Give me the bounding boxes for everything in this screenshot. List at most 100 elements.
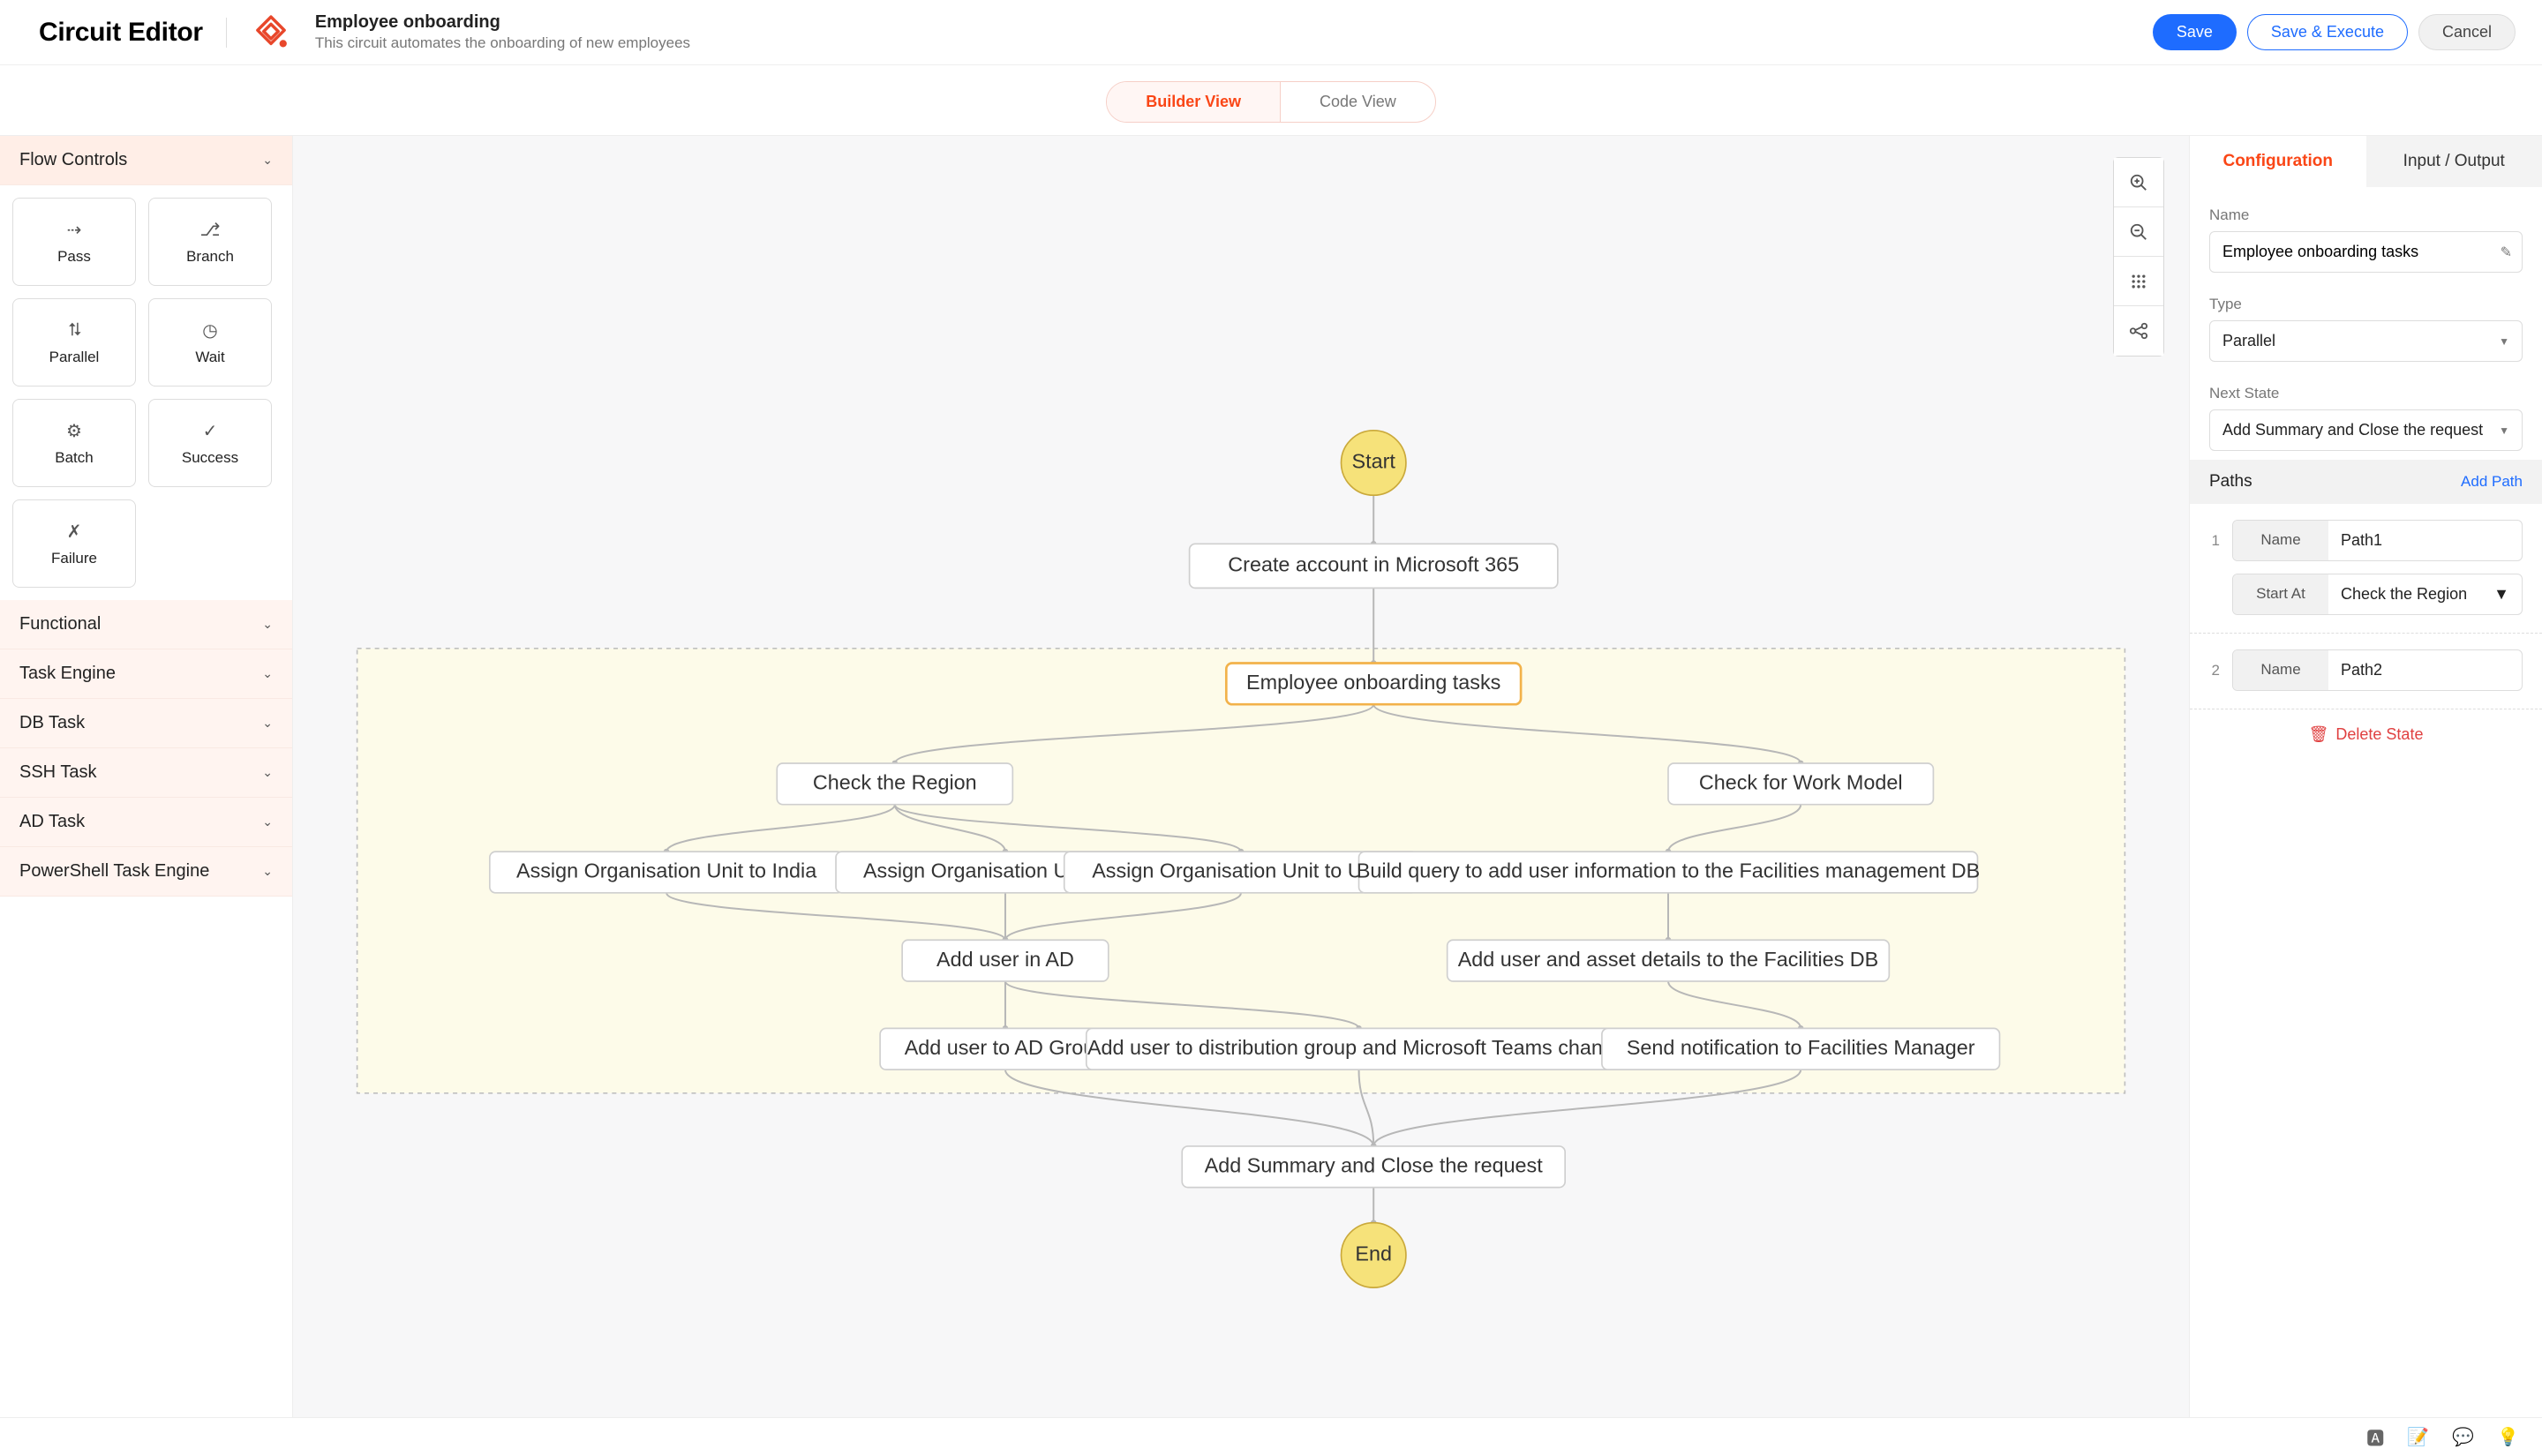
palette-label: Failure xyxy=(51,550,97,567)
palette-label: Parallel xyxy=(49,349,100,366)
svg-text:End: End xyxy=(1355,1242,1392,1265)
accordion-ad-task[interactable]: AD Task ⌄ xyxy=(0,798,292,847)
palette-branch[interactable]: ⎇ Branch xyxy=(148,198,272,286)
name-input[interactable] xyxy=(2209,231,2523,273)
chevron-down-icon: ▼ xyxy=(2499,335,2509,348)
svg-text:Assign Organisation Unit to US: Assign Organisation Unit to USA xyxy=(1092,859,1390,882)
palette-wait[interactable]: ◷ Wait xyxy=(148,298,272,387)
path-block: 2NamePath2 xyxy=(2190,634,2542,709)
delete-state-link[interactable]: 🗑 Delete State xyxy=(2309,725,2424,744)
circuit-name: Employee onboarding xyxy=(315,12,2128,33)
accordion-functional[interactable]: Functional ⌄ xyxy=(0,600,292,649)
cancel-button[interactable]: Cancel xyxy=(2418,14,2516,50)
svg-text:Create account in Microsoft 36: Create account in Microsoft 365 xyxy=(1228,553,1519,576)
app-title: Circuit Editor xyxy=(39,18,227,48)
svg-text:Assign Organisation Unit to In: Assign Organisation Unit to India xyxy=(516,859,816,882)
pass-icon: ⇢ xyxy=(63,218,86,241)
accordion-label: AD Task xyxy=(19,812,85,832)
path-startat-value: Check the Region xyxy=(2341,585,2467,604)
path-index: 1 xyxy=(2209,532,2220,550)
palette-label: Wait xyxy=(195,349,224,366)
svg-text:Employee onboarding tasks: Employee onboarding tasks xyxy=(1246,671,1500,694)
footer-lang-icon[interactable]: 🅰 xyxy=(2366,1424,2384,1450)
palette-batch[interactable]: ⚙Batch xyxy=(12,399,136,487)
path-startat-label: Start At xyxy=(2233,574,2328,614)
chevron-down-icon: ⌄ xyxy=(262,153,273,168)
circuit-meta: Employee onboarding This circuit automat… xyxy=(315,12,2128,52)
palette-label: Pass xyxy=(57,248,91,266)
accordion-label: DB Task xyxy=(19,713,85,733)
svg-text:Start: Start xyxy=(1352,450,1396,473)
chevron-down-icon: ⌄ xyxy=(262,716,273,731)
chevron-down-icon: ⌄ xyxy=(262,864,273,879)
add-path-link[interactable]: Add Path xyxy=(2461,473,2523,491)
svg-text:Add user and asset details to: Add user and asset details to the Facili… xyxy=(1458,948,1879,971)
path-name-field[interactable]: NamePath1 xyxy=(2232,520,2523,561)
svg-text:Check for Work Model: Check for Work Model xyxy=(1699,771,1903,794)
next-state-value: Add Summary and Close the request xyxy=(2222,421,2483,439)
type-select[interactable]: Parallel ▼ xyxy=(2209,320,2523,362)
failure-icon: ✗ xyxy=(63,520,86,543)
svg-text:Add user in AD: Add user in AD xyxy=(936,948,1074,971)
tab-configuration[interactable]: Configuration xyxy=(2190,136,2366,187)
svg-text:Send notification to Facilitie: Send notification to Facilities Manager xyxy=(1627,1036,1975,1059)
palette-parallel[interactable]: ⮁ Parallel xyxy=(12,298,136,387)
chevron-down-icon: ⌄ xyxy=(262,814,273,829)
accordion-label: PowerShell Task Engine xyxy=(19,861,209,882)
footer-notes-icon[interactable]: 📝 xyxy=(2407,1426,2429,1448)
path-block: 1NamePath1Start AtCheck the Region▼ xyxy=(2190,504,2542,634)
view-tabs: Builder View Code View xyxy=(0,65,2542,135)
svg-text:Build query to add user inform: Build query to add user information to t… xyxy=(1357,859,1980,882)
accordion-powershell-task-engine[interactable]: PowerShell Task Engine ⌄ xyxy=(0,847,292,897)
paths-header: Paths Add Path xyxy=(2190,460,2542,504)
tab-code-view[interactable]: Code View xyxy=(1281,82,1435,122)
path-startat-field[interactable]: Start AtCheck the Region▼ xyxy=(2232,574,2523,615)
chevron-down-icon: ⌄ xyxy=(262,617,273,632)
zoom-out-button[interactable] xyxy=(2114,207,2163,257)
palette-label: Branch xyxy=(186,248,234,266)
branch-icon: ⎇ xyxy=(199,218,222,241)
svg-text:Add user to AD Group: Add user to AD Group xyxy=(905,1036,1107,1059)
logo-icon xyxy=(252,13,290,52)
success-icon: ✓ xyxy=(199,419,222,442)
save-execute-button[interactable]: Save & Execute xyxy=(2247,14,2408,50)
top-actions: Save Save & Execute Cancel xyxy=(2153,14,2516,50)
accordion-label: Functional xyxy=(19,614,101,634)
circuit-description: This circuit automates the onboarding of… xyxy=(315,34,2128,52)
wait-icon: ◷ xyxy=(199,319,222,341)
tab-input-output[interactable]: Input / Output xyxy=(2366,136,2542,187)
next-state-select[interactable]: Add Summary and Close the request ▼ xyxy=(2209,409,2523,451)
config-panel: Configuration Input / Output Name ✎ Type… xyxy=(2189,136,2542,1417)
type-label: Type xyxy=(2209,296,2523,313)
palette-pass[interactable]: ⇢ Pass xyxy=(12,198,136,286)
zoom-in-button[interactable] xyxy=(2114,158,2163,207)
palette-sidebar: Flow Controls ⌄ ⇢ Pass ⎇ Branch ⮁ Parallel ◷ Wait… xyxy=(0,136,293,1417)
fit-grid-button[interactable] xyxy=(2114,257,2163,306)
svg-text:Add Summary and Close the requ: Add Summary and Close the request xyxy=(1205,1153,1544,1176)
palette-success[interactable]: ✓ Success xyxy=(148,399,272,487)
layout-button[interactable] xyxy=(2114,306,2163,356)
tab-builder-view[interactable]: Builder View xyxy=(1107,82,1281,122)
accordion-label: SSH Task xyxy=(19,762,96,783)
footer-help-icon[interactable]: 💡 xyxy=(2497,1426,2519,1448)
accordion-label: Flow Controls xyxy=(19,150,127,170)
trash-icon: 🗑 xyxy=(2309,725,2329,744)
topbar: Circuit Editor Employee onboarding This … xyxy=(0,0,2542,65)
accordion-ssh-task[interactable]: SSH Task⌄ xyxy=(0,748,292,798)
path-name-field[interactable]: NamePath2 xyxy=(2232,649,2523,691)
footer-chat-icon[interactable]: 💬 xyxy=(2452,1426,2474,1448)
svg-text:Check the Region: Check the Region xyxy=(813,771,977,794)
delete-state-label: Delete State xyxy=(2335,725,2423,744)
chevron-down-icon: ⌄ xyxy=(262,666,273,681)
accordion-task-engine[interactable]: Task Engine⌄ xyxy=(0,649,292,699)
flow-canvas[interactable]: Start Create account in Microsoft 365 Empl… xyxy=(293,136,2189,1417)
edit-icon[interactable]: ✎ xyxy=(2501,244,2512,261)
palette-failure[interactable]: ✗ Failure xyxy=(12,499,136,588)
palette-label: Success xyxy=(182,449,238,467)
accordion-flow-controls[interactable]: Flow Controls ⌄ xyxy=(0,136,292,185)
save-button[interactable]: Save xyxy=(2153,14,2237,50)
next-state-label: Next State xyxy=(2209,385,2523,402)
parallel-icon: ⮁ xyxy=(63,319,86,341)
accordion-db-task[interactable]: DB Task ⌄ xyxy=(0,699,292,748)
path-name-label: Name xyxy=(2233,650,2328,690)
